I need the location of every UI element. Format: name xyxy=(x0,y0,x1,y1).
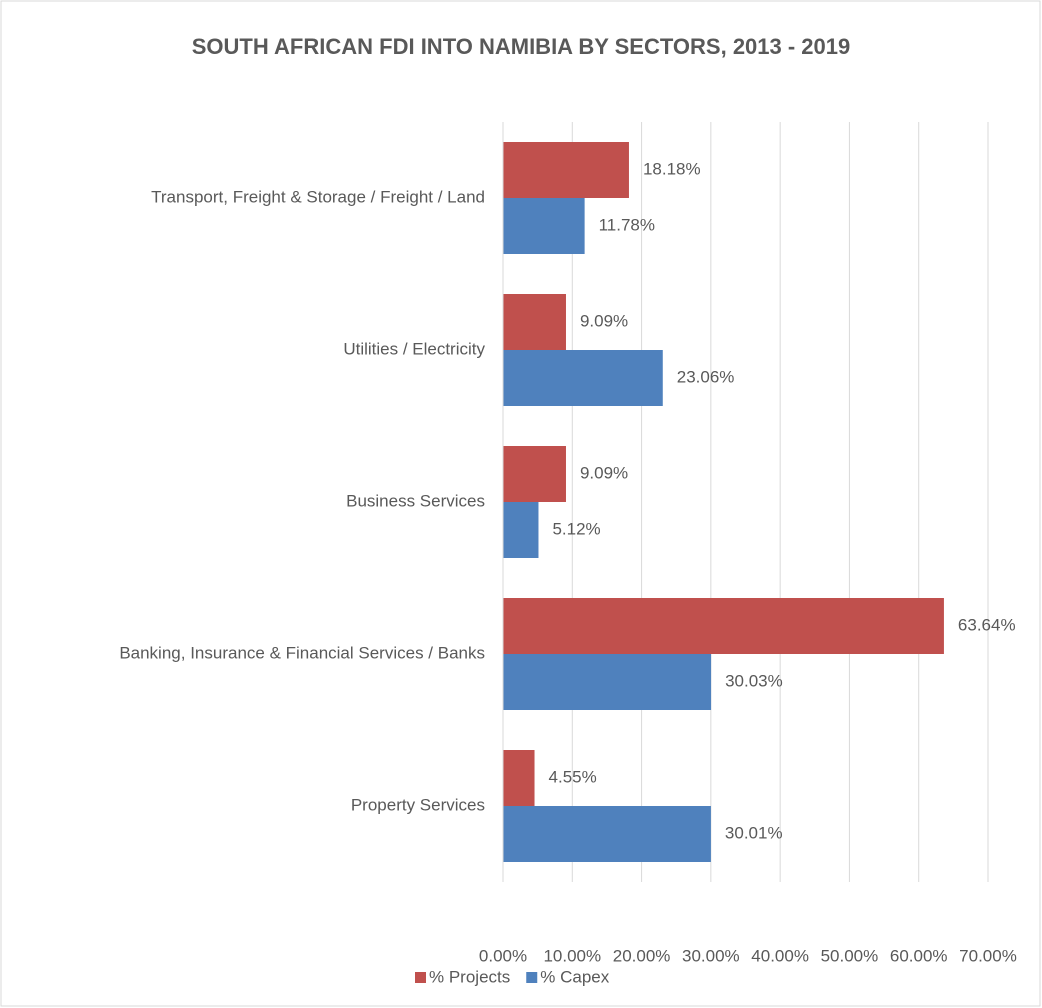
data-label: 23.06% xyxy=(677,367,735,386)
x-tick-label: 40.00% xyxy=(751,946,809,965)
data-label: 18.18% xyxy=(643,159,701,178)
data-label: 5.12% xyxy=(552,519,600,538)
y-tick-label: Banking, Insurance & Financial Services … xyxy=(119,643,485,662)
x-tick-label: 50.00% xyxy=(821,946,879,965)
x-tick-label: 60.00% xyxy=(890,946,948,965)
y-tick-label: Property Services xyxy=(351,795,485,814)
data-label: 9.09% xyxy=(580,463,628,482)
legend-swatch xyxy=(526,972,538,983)
bar xyxy=(503,142,629,198)
data-label: 63.64% xyxy=(958,615,1016,634)
bar xyxy=(503,446,566,502)
bar xyxy=(503,750,535,806)
y-tick-label: Transport, Freight & Storage / Freight /… xyxy=(151,187,485,206)
y-tick-label: Business Services xyxy=(346,491,485,510)
data-label: 30.03% xyxy=(725,671,783,690)
y-tick-label: Utilities / Electricity xyxy=(343,339,485,358)
legend-label: % Capex xyxy=(540,967,609,986)
x-tick-label: 20.00% xyxy=(613,946,671,965)
data-label: 9.09% xyxy=(580,311,628,330)
bar xyxy=(503,806,711,862)
x-tick-label: 0.00% xyxy=(479,946,527,965)
data-label: 4.55% xyxy=(549,767,597,786)
bar xyxy=(503,294,566,350)
legend-swatch xyxy=(415,972,426,983)
bar xyxy=(503,502,539,558)
data-label: 30.01% xyxy=(725,823,783,842)
chart-title: SOUTH AFRICAN FDI INTO NAMIBIA BY SECTOR… xyxy=(191,34,851,59)
x-tick-label: 70.00% xyxy=(959,946,1017,965)
bar xyxy=(503,198,585,254)
bar xyxy=(503,350,663,406)
legend-label: % Projects xyxy=(429,967,510,986)
x-tick-label: 30.00% xyxy=(682,946,740,965)
bar xyxy=(503,598,944,654)
data-label: 11.78% xyxy=(599,215,655,234)
x-tick-label: 10.00% xyxy=(543,946,601,965)
bar xyxy=(503,654,712,710)
